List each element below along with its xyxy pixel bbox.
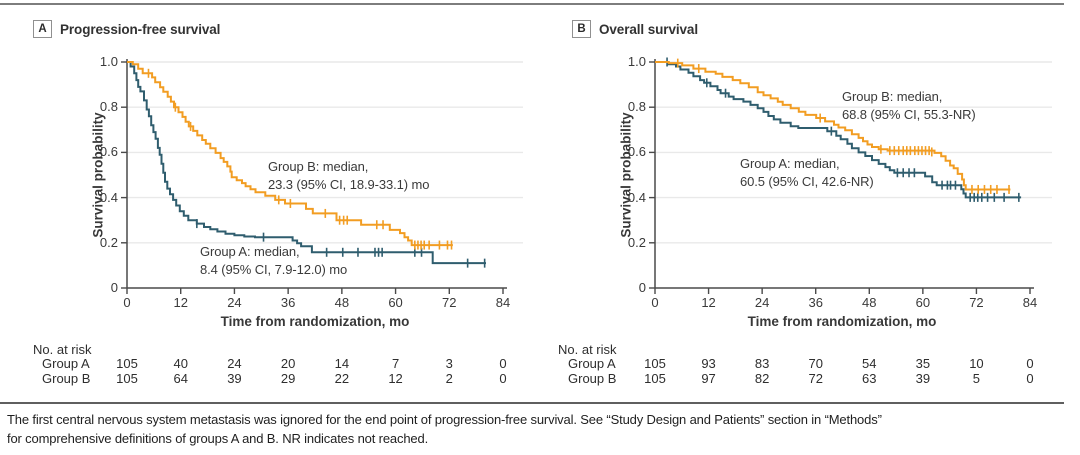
panel-a-risk-row-label-group-b: Group B bbox=[42, 371, 91, 386]
annotation-line: Group A: median, bbox=[740, 156, 840, 171]
risk-count: 93 bbox=[701, 356, 716, 371]
panel-b-title: Overall survival bbox=[599, 21, 698, 37]
risk-count: 0 bbox=[1026, 356, 1034, 371]
x-tick-label: 60 bbox=[388, 295, 403, 310]
risk-count: 7 bbox=[391, 356, 400, 371]
annotation-pfs-group-a: Group A: median, 8.4 (95% CI, 7.9-12.0) … bbox=[200, 243, 347, 279]
panel-a-risk-table-label: No. at risk bbox=[33, 342, 92, 357]
y-tick-label: 1.0 bbox=[99, 54, 118, 69]
y-tick-label: 0 bbox=[110, 280, 118, 295]
x-tick-label: 48 bbox=[334, 295, 350, 310]
risk-count: 105 bbox=[116, 371, 138, 386]
x-tick-label: 72 bbox=[969, 295, 984, 310]
x-tick-label: 84 bbox=[1022, 295, 1038, 310]
annotation-line: 68.8 (95% CI, 55.3-NR) bbox=[842, 107, 976, 122]
panel-a-header: A Progression-free survival bbox=[33, 20, 220, 38]
panel-a-badge: A bbox=[33, 20, 52, 38]
x-tick-label: 60 bbox=[915, 295, 931, 310]
risk-count: 0 bbox=[499, 371, 507, 386]
risk-count: 12 bbox=[388, 371, 403, 386]
annotation-line: 60.5 (95% CI, 42.6-NR) bbox=[740, 174, 874, 189]
y-tick-label: 0.6 bbox=[99, 144, 118, 160]
risk-count: 54 bbox=[862, 356, 877, 371]
km-curve-group-b bbox=[127, 61, 453, 247]
risk-count: 5 bbox=[972, 371, 981, 386]
risk-count: 39 bbox=[227, 371, 242, 386]
km-curve-group-a bbox=[655, 61, 1022, 199]
annotation-line: 23.3 (95% CI, 18.9-33.1) mo bbox=[268, 177, 430, 192]
footnote-line-2: for comprehensive definitions of groups … bbox=[7, 431, 429, 446]
risk-count: 105 bbox=[644, 356, 666, 371]
panel-b-risk-row-label-group-b: Group B bbox=[568, 371, 617, 386]
panel-b-risk-table-label: No. at risk bbox=[558, 342, 617, 357]
panel-b-risk-row-label-group-a: Group A bbox=[568, 356, 616, 371]
x-tick-label: 12 bbox=[701, 295, 716, 310]
panel-a-y-axis-title: Survival probability bbox=[90, 112, 106, 238]
km-curve-group-a bbox=[127, 61, 486, 265]
annotation-line: Group B: median, bbox=[842, 89, 943, 104]
panel-b-x-axis-title: Time from randomization, mo bbox=[747, 314, 937, 329]
annotation-os-group-a: Group A: median, 60.5 (95% CI, 42.6-NR) bbox=[740, 155, 874, 191]
x-tick-label: 12 bbox=[173, 295, 188, 310]
top-rule bbox=[0, 3, 1064, 5]
footnote-rule bbox=[0, 402, 1064, 404]
risk-count: 72 bbox=[808, 371, 823, 386]
footnote-line-1: The first central nervous system metasta… bbox=[7, 412, 882, 427]
x-tick-label: 84 bbox=[495, 295, 511, 310]
y-tick-label: 1.0 bbox=[627, 54, 646, 69]
y-tick-label: 0.8 bbox=[627, 99, 646, 115]
risk-count: 64 bbox=[173, 371, 188, 386]
annotation-line: 8.4 (95% CI, 7.9-12.0) mo bbox=[200, 262, 348, 277]
annotation-line: Group A: median, bbox=[200, 244, 300, 259]
panel-a-title: Progression-free survival bbox=[60, 21, 221, 37]
risk-count: 24 bbox=[227, 356, 242, 371]
risk-count: 70 bbox=[808, 356, 823, 371]
risk-count: 22 bbox=[334, 371, 350, 386]
panel-b-badge: B bbox=[572, 20, 591, 38]
risk-count: 105 bbox=[644, 371, 666, 386]
panel-a-risk-row-label-group-a: Group A bbox=[42, 356, 90, 371]
risk-count: 105 bbox=[116, 356, 138, 371]
annotation-line: Group B: median, bbox=[268, 159, 369, 174]
risk-count: 35 bbox=[915, 356, 931, 371]
x-tick-label: 48 bbox=[862, 295, 877, 310]
x-tick-label: 24 bbox=[227, 295, 242, 310]
risk-count: 82 bbox=[754, 371, 770, 386]
panel-b-y-axis-title: Survival probability bbox=[618, 112, 634, 238]
risk-count: 63 bbox=[862, 371, 877, 386]
annotation-os-group-b: Group B: median, 68.8 (95% CI, 55.3-NR) bbox=[842, 88, 976, 124]
y-tick-label: 0.4 bbox=[99, 189, 118, 205]
risk-count: 40 bbox=[173, 356, 188, 371]
annotation-pfs-group-b: Group B: median, 23.3 (95% CI, 18.9-33.1… bbox=[268, 158, 429, 194]
x-tick-label: 72 bbox=[442, 295, 457, 310]
y-tick-label: 0.6 bbox=[627, 144, 646, 160]
panel-b-header: B Overall survival bbox=[572, 20, 698, 38]
y-tick-label: 0.4 bbox=[627, 189, 646, 205]
x-tick-label: 36 bbox=[280, 295, 296, 310]
x-tick-label: 0 bbox=[123, 295, 131, 310]
y-tick-label: 0.8 bbox=[99, 99, 118, 115]
risk-count: 10 bbox=[969, 356, 984, 371]
risk-count: 97 bbox=[701, 371, 716, 386]
risk-count: 20 bbox=[280, 356, 296, 371]
risk-count: 0 bbox=[1026, 371, 1034, 386]
risk-count: 14 bbox=[334, 356, 350, 371]
x-tick-label: 36 bbox=[808, 295, 823, 310]
risk-count: 0 bbox=[499, 356, 507, 371]
risk-count: 2 bbox=[445, 371, 453, 386]
risk-count: 29 bbox=[280, 371, 296, 386]
risk-count: 39 bbox=[915, 371, 931, 386]
x-tick-label: 24 bbox=[754, 295, 770, 310]
km-curve-group-b bbox=[655, 61, 1011, 191]
survival-plots bbox=[121, 57, 1052, 294]
risk-count: 3 bbox=[445, 356, 453, 371]
risk-count: 83 bbox=[754, 356, 770, 371]
x-tick-label: 0 bbox=[651, 295, 659, 310]
y-tick-label: 0.2 bbox=[627, 234, 646, 250]
panel-a-x-axis-title: Time from randomization, mo bbox=[220, 314, 410, 329]
y-tick-label: 0.2 bbox=[99, 234, 118, 250]
y-tick-label: 0 bbox=[638, 280, 646, 295]
